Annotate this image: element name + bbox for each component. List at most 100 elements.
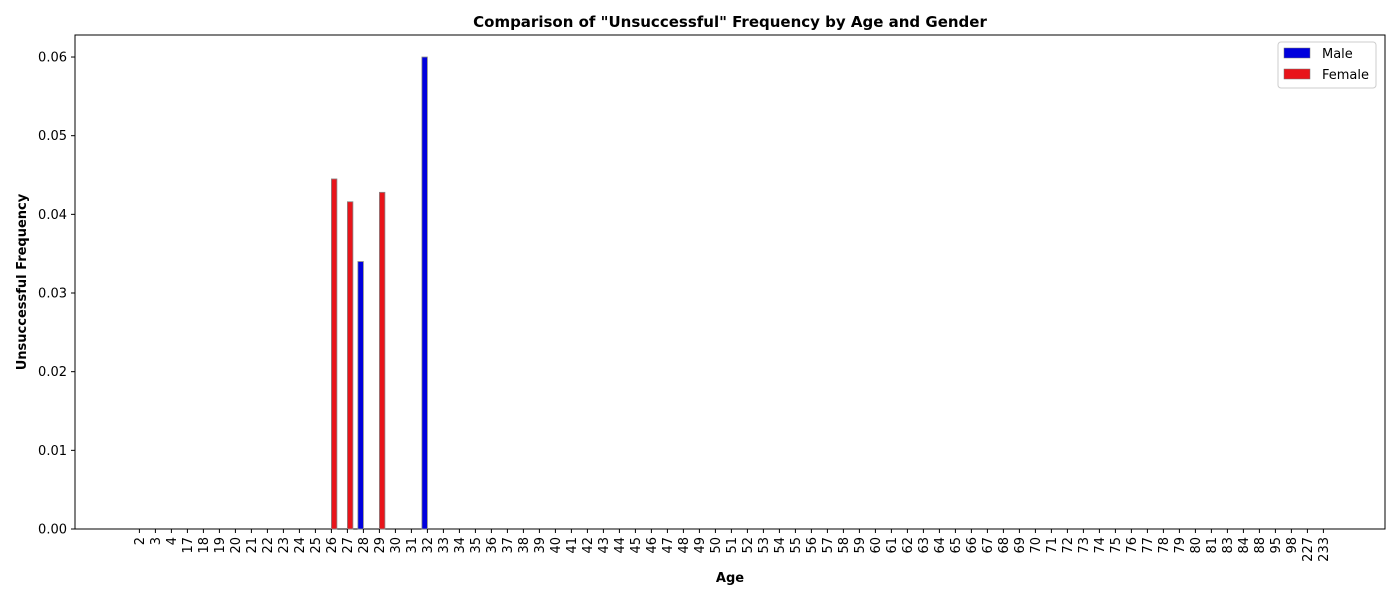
x-tick-label: 69 — [1013, 537, 1028, 554]
x-tick-label: 43 — [597, 537, 612, 554]
x-tick-label: 42 — [581, 537, 596, 554]
x-tick-label: 60 — [869, 537, 884, 554]
x-tick-label: 68 — [997, 537, 1012, 554]
x-tick-label: 4 — [165, 537, 180, 545]
x-tick-label: 83 — [1221, 537, 1236, 554]
x-tick-label: 76 — [1125, 537, 1140, 554]
x-tick-label: 47 — [661, 537, 676, 554]
x-tick-label: 26 — [325, 537, 340, 554]
x-tick-label: 20 — [229, 537, 244, 554]
x-tick-label: 227 — [1301, 537, 1316, 562]
y-tick-label: 0.02 — [38, 365, 67, 380]
y-axis: 0.00 0.01 0.02 0.03 0.04 0.05 0.06 — [38, 51, 75, 538]
x-tick-label: 41 — [565, 537, 580, 554]
x-tick-label: 59 — [853, 537, 868, 554]
x-tick-label: 70 — [1029, 537, 1044, 554]
y-tick-label: 0.03 — [38, 287, 67, 302]
legend-label-female: Female — [1322, 68, 1369, 83]
x-tick-label: 73 — [1077, 537, 1092, 554]
y-tick-label: 0.01 — [38, 444, 67, 459]
x-tick-label: 33 — [437, 537, 452, 554]
x-tick-label: 53 — [757, 537, 772, 554]
x-tick-label: 62 — [901, 537, 916, 554]
x-tick-label: 30 — [389, 537, 404, 554]
x-tick-label: 19 — [213, 537, 228, 554]
chart-title: Comparison of "Unsuccessful" Frequency b… — [473, 13, 987, 31]
x-tick-label: 57 — [821, 537, 836, 554]
x-tick-label: 18 — [197, 537, 212, 554]
x-tick-label: 51 — [725, 537, 740, 554]
x-tick-label: 55 — [789, 537, 804, 554]
x-tick-label: 22 — [261, 537, 276, 554]
bar-female-29 — [378, 191, 386, 530]
x-tick-label: 81 — [1205, 537, 1220, 554]
x-tick-label: 65 — [949, 537, 964, 554]
x-tick-label: 52 — [741, 537, 756, 554]
x-tick-label: 28 — [357, 537, 372, 554]
x-tick-label: 71 — [1045, 537, 1060, 554]
x-tick-label: 2 — [133, 537, 148, 545]
legend-swatch-male — [1283, 47, 1311, 59]
x-tick-label: 61 — [885, 537, 900, 554]
x-tick-label: 80 — [1189, 537, 1204, 554]
bar-female-27 — [346, 201, 354, 530]
x-tick-label: 74 — [1093, 537, 1108, 554]
y-tick-label: 0.00 — [38, 523, 67, 538]
x-tick-label: 40 — [549, 537, 564, 554]
legend-swatch-female — [1283, 68, 1311, 80]
x-tick-label: 54 — [773, 537, 788, 554]
x-tick-label: 46 — [645, 537, 660, 554]
x-axis-title: Age — [716, 571, 744, 586]
x-tick-label: 38 — [517, 537, 532, 554]
x-tick-label: 32 — [421, 537, 436, 554]
x-tick-label: 36 — [485, 537, 500, 554]
x-tick-label: 98 — [1285, 537, 1300, 554]
x-tick-label: 66 — [965, 537, 980, 554]
x-tick-label: 48 — [677, 537, 692, 554]
x-tick-label: 37 — [501, 537, 516, 554]
x-tick-label: 78 — [1157, 537, 1172, 554]
x-tick-label: 77 — [1141, 537, 1156, 554]
x-tick-label: 34 — [453, 537, 468, 554]
x-tick-label: 21 — [245, 537, 260, 554]
x-tick-label: 56 — [805, 537, 820, 554]
x-tick-label: 29 — [373, 537, 388, 554]
x-tick-label: 95 — [1269, 537, 1284, 554]
y-axis-title: Unsuccessful Frequency — [15, 193, 30, 370]
y-tick-label: 0.04 — [38, 208, 67, 223]
x-tick-label: 23 — [277, 537, 292, 554]
x-tick-label: 31 — [405, 537, 420, 554]
x-tick-label: 75 — [1109, 537, 1124, 554]
x-tick-label: 49 — [693, 537, 708, 554]
x-tick-label: 72 — [1061, 537, 1076, 554]
x-tick-label: 45 — [629, 537, 644, 554]
x-axis: 2 3 4 17 18 19 20 21 22 23 24 25 26 27 28 29 30 31 32 33 34 3… — [133, 529, 1332, 562]
x-tick-label: 64 — [933, 537, 948, 554]
x-tick-label: 88 — [1253, 537, 1268, 554]
x-tick-label: 233 — [1317, 537, 1332, 562]
x-tick-label: 79 — [1173, 537, 1188, 554]
x-tick-label: 24 — [293, 537, 308, 554]
bars-group — [330, 56, 428, 530]
y-tick-label: 0.05 — [38, 129, 67, 144]
y-tick-label: 0.06 — [38, 51, 67, 66]
x-tick-label: 39 — [533, 537, 548, 554]
bar-female-26 — [330, 178, 338, 530]
x-tick-label: 17 — [181, 537, 196, 554]
bar-male-32 — [421, 56, 428, 530]
x-tick-label: 84 — [1237, 537, 1252, 554]
legend-label-male: Male — [1322, 47, 1353, 62]
x-tick-label: 3 — [149, 537, 164, 545]
x-tick-label: 44 — [613, 537, 628, 554]
x-tick-label: 67 — [981, 537, 996, 554]
x-tick-label: 35 — [469, 537, 484, 554]
x-tick-label: 63 — [917, 537, 932, 554]
bar-male-28 — [357, 261, 364, 530]
x-tick-label: 25 — [309, 537, 324, 554]
x-tick-label: 50 — [709, 537, 724, 554]
legend: Male Female — [1277, 41, 1377, 89]
x-tick-label: 27 — [341, 537, 356, 554]
plot-area — [74, 34, 1386, 530]
